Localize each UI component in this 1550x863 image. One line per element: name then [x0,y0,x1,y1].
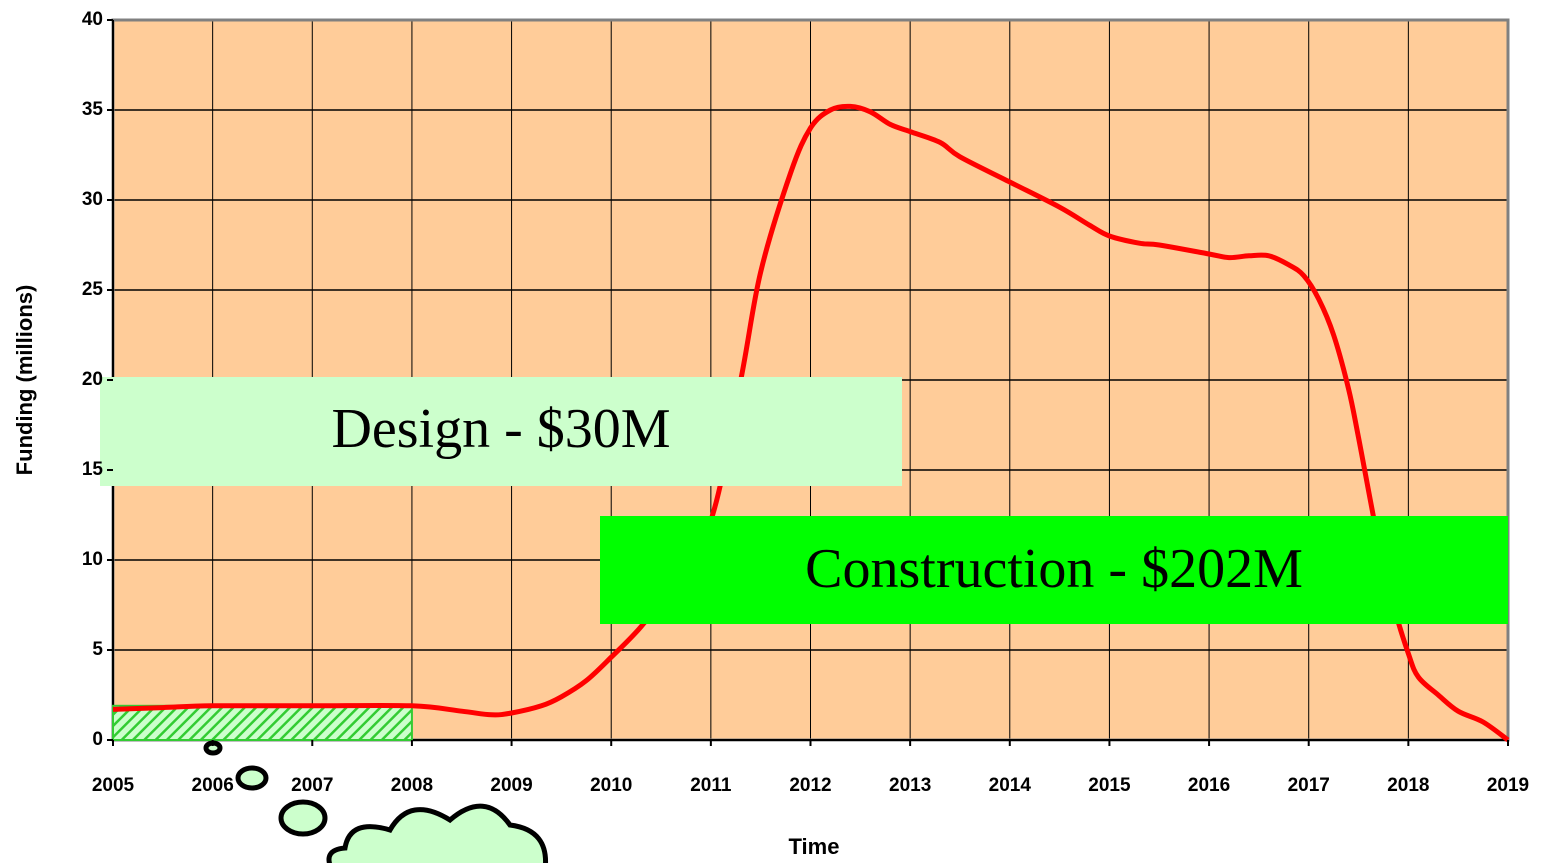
y-tick-label: 10 [82,549,103,570]
x-tick-label: 2010 [590,775,632,796]
marks [112,103,1510,743]
y-tick-label: 5 [92,639,103,660]
thought-bubble [203,740,549,863]
x-tick-label: 2017 [1288,775,1330,796]
x-tick-label: 2009 [490,775,532,796]
x-tick-label: 2012 [789,775,831,796]
x-tick-label: 2005 [92,775,135,796]
y-tick-label: 40 [82,9,103,30]
y-tick-label: 0 [92,729,103,750]
x-tick-label: 2019 [1487,775,1529,796]
x-tick-label: 2011 [690,775,732,796]
x-tick-label: 2013 [889,775,931,796]
x-tick-label: 2006 [192,775,234,796]
x-tick-label: 2007 [291,775,333,796]
data-line [112,103,1510,743]
annotation: Design - $30M [331,398,670,460]
y-tick-label: 25 [82,279,104,300]
y-tick-label: 35 [82,99,104,120]
y-tick-label: 30 [82,189,103,210]
y-tick-label: 15 [82,459,104,480]
highlight-bar [112,704,413,741]
x-tick-label: 2016 [1188,775,1230,796]
x-tick-label: 2015 [1088,775,1131,796]
x-tick-label: 2018 [1387,775,1429,796]
y-tick-label: 20 [82,369,103,390]
x-tick-label: 2008 [391,775,433,796]
annotation: Construction - $202M [805,538,1303,600]
annotation-box [100,377,902,486]
y-axis-title: Funding (millions) [12,285,37,476]
x-axis-title: Time [789,834,840,859]
x-tick-label: 2014 [989,775,1032,796]
annotation-box [600,516,1508,624]
